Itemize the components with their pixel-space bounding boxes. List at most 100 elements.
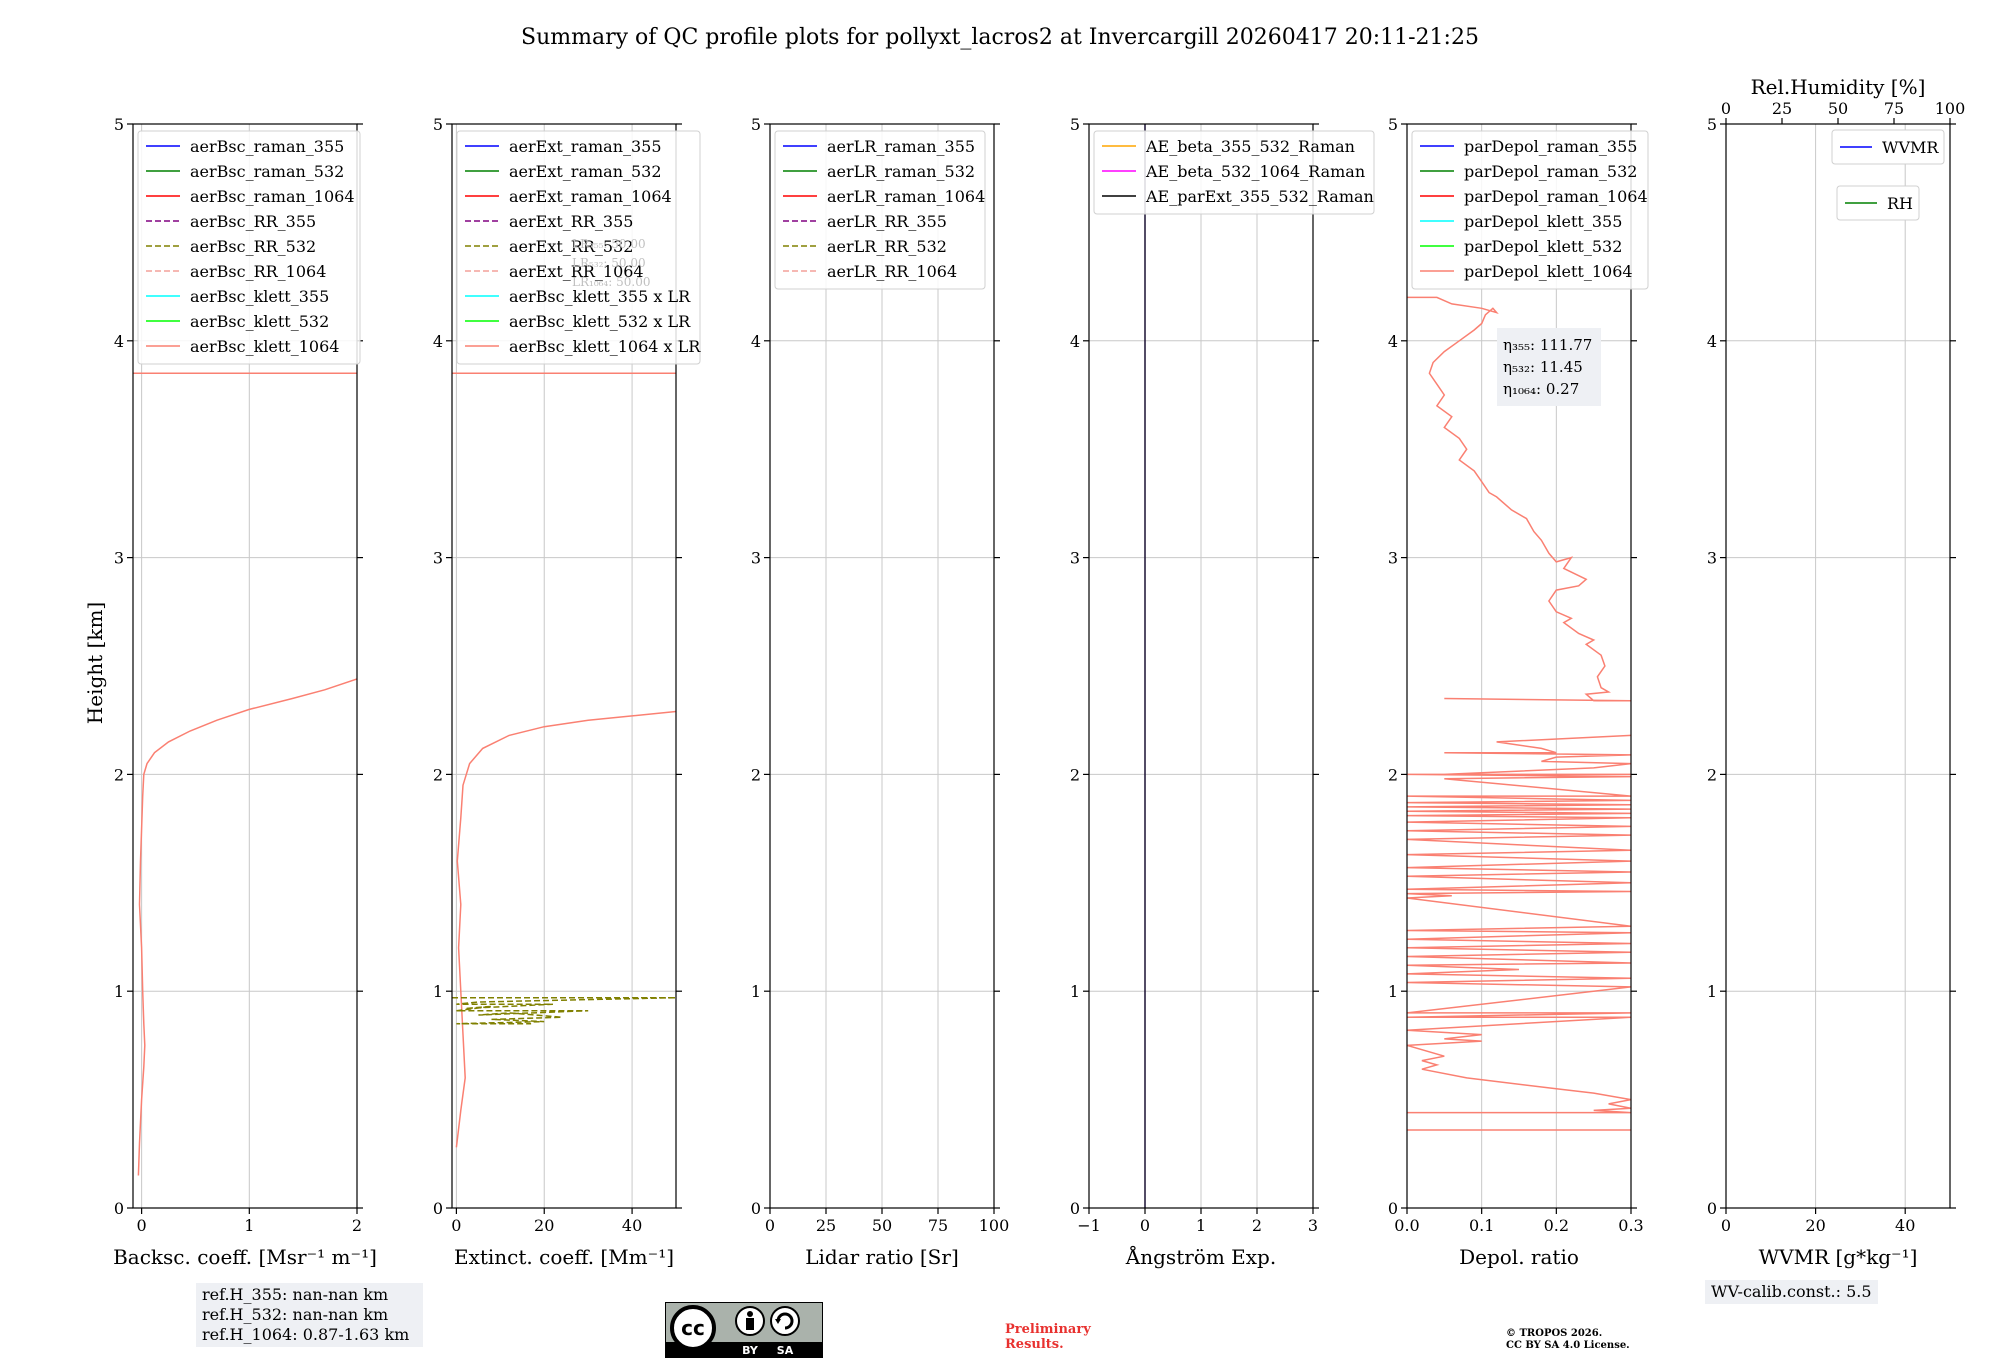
legend-label: aerLR_raman_1064	[827, 187, 985, 206]
y-tick-label: 2	[114, 765, 124, 784]
preliminary-results-note: Preliminary Results.	[1005, 1322, 1091, 1352]
x-axis-label: Depol. ratio	[1459, 1245, 1579, 1269]
legend-label: aerExt_raman_1064	[509, 187, 672, 206]
panels: 0 1 2 0 1 2 3 4 5 Backsc. coeff. [Msr⁻¹ m⁻¹] aerBs…	[113, 75, 1965, 1269]
copyright-line-1: © TROPOS 2026.	[1506, 1328, 1603, 1339]
legend-label: aerExt_raman_355	[509, 137, 662, 156]
x-tick-label: 0	[451, 1216, 461, 1235]
y-tick-label: 5	[1070, 115, 1080, 134]
series-line-0	[137, 678, 357, 1176]
cc-by-sa-badge: cc BY SA	[665, 1302, 823, 1358]
legend-label: aerBsc_klett_532 x LR	[509, 312, 691, 331]
cc-circle-icon	[670, 1305, 716, 1351]
legend-label: aerBsc_raman_355	[190, 137, 344, 156]
axes-frame	[1406, 123, 1632, 1209]
x-tick-label: 0	[1140, 1216, 1150, 1235]
panel-lr: 0 25 50 75 100 0 1 2 3 4 5 Lidar ratio [Sr] aerLR_ra…	[751, 115, 1009, 1269]
copyright-line-2: CC BY SA 4.0 License.	[1506, 1340, 1630, 1351]
legend-label: aerLR_RR_355	[827, 212, 947, 231]
panel-ext: 0 20 40 0 1 2 3 4 5 Extinct. coeff. [Mm⁻¹] aerExt_…	[433, 115, 701, 1269]
x-tick-label: −1	[1077, 1216, 1101, 1235]
legend-label: aerBsc_klett_1064 x LR	[509, 337, 701, 356]
x-tick-label: 0	[1721, 1216, 1731, 1235]
legend-label: aerBsc_RR_355	[190, 212, 316, 231]
panel-wv: 0 20 40 0 1 2 3 4 5 WVMR [g*kg⁻¹] 0 25 50 75 100 Rel.Hu…	[1707, 75, 1965, 1269]
x-tick-label: 0	[765, 1216, 775, 1235]
legend-box	[774, 130, 986, 290]
y-tick-label: 0	[751, 1199, 761, 1218]
legend-label: aerBsc_RR_532	[190, 237, 316, 256]
legend-box	[1411, 130, 1649, 290]
legend-label: aerLR_RR_1064	[827, 262, 957, 281]
top-x-tick-label: 50	[1828, 99, 1848, 118]
x-axis-label: Backsc. coeff. [Msr⁻¹ m⁻¹]	[113, 1245, 377, 1269]
reference-height-box: ref.H_355: nan-nan km ref.H_532: nan-nan…	[196, 1283, 423, 1347]
y-tick-label: 2	[1070, 765, 1080, 784]
legend-label: AE_parExt_355_532_Raman	[1145, 187, 1374, 206]
wv-calibration-box: WV-calib.const.: 5.5	[1705, 1280, 1878, 1304]
y-tick-label: 3	[433, 549, 443, 568]
share-alike-icon	[770, 1306, 800, 1336]
legend-label: aerBsc_RR_1064	[190, 262, 326, 281]
lidar-ratio-annotation: LR₅₃₂: 50.00	[572, 256, 646, 270]
y-tick-label: 0	[1707, 1199, 1717, 1218]
y-tick-label: 2	[1388, 765, 1398, 784]
y-tick-label: 0	[1070, 1199, 1080, 1218]
y-tick-label: 1	[1388, 982, 1398, 1001]
legend-label: aerBsc_raman_1064	[190, 187, 355, 206]
legend-label: AE_beta_355_532_Raman	[1145, 137, 1355, 156]
copyright-note: © TROPOS 2026. CC BY SA 4.0 License.	[1506, 1328, 1630, 1352]
x-axis-label: WVMR [g*kg⁻¹]	[1759, 1245, 1918, 1269]
legend-label: AE_beta_532_1064_Raman	[1145, 162, 1365, 181]
x-tick-label: 0.1	[1469, 1216, 1494, 1235]
x-tick-label: 0.3	[1618, 1216, 1643, 1235]
axes-frame	[1725, 123, 1951, 1209]
by-label: BY	[742, 1344, 759, 1357]
legend-label: parDepol_raman_532	[1464, 162, 1637, 181]
y-tick-label: 3	[114, 549, 124, 568]
y-tick-label: 5	[751, 115, 761, 134]
axes-frame	[451, 123, 677, 1209]
y-tick-label: 5	[1707, 115, 1717, 134]
x-axis-label: Ångström Exp.	[1125, 1244, 1276, 1269]
legend-label: aerBsc_klett_1064	[190, 337, 339, 356]
calibration-annotation: η₁₀₆₄: 0.27	[1503, 380, 1579, 398]
x-tick-label: 2	[1252, 1216, 1262, 1235]
legend-box	[1093, 130, 1375, 215]
legend-label: aerBsc_raman_532	[190, 162, 344, 181]
y-tick-label: 4	[751, 332, 761, 351]
legend-box	[1836, 185, 1920, 221]
y-axis-label: Height [km]	[83, 602, 107, 724]
top-x-tick-label: 25	[1772, 99, 1792, 118]
legend-box	[456, 130, 701, 365]
y-tick-label: 3	[1070, 549, 1080, 568]
lidar-ratio-annotation: LR₁₀₆₄: 50.00	[572, 275, 650, 289]
legend-label: aerLR_RR_532	[827, 237, 947, 256]
x-axis-label: Lidar ratio [Sr]	[805, 1245, 959, 1269]
y-tick-label: 0	[433, 1199, 443, 1218]
series-line-0	[1407, 296, 1631, 702]
x-tick-label: 2	[352, 1216, 362, 1235]
x-tick-label: 50	[872, 1216, 892, 1235]
y-tick-label: 5	[433, 115, 443, 134]
x-tick-label: 40	[1895, 1216, 1915, 1235]
legend-label: aerBsc_klett_355	[190, 287, 329, 306]
top-axis-label: Rel.Humidity [%]	[1751, 75, 1926, 99]
legend-label: aerLR_raman_355	[827, 137, 975, 156]
y-tick-label: 1	[751, 982, 761, 1001]
calibration-annotation: η₅₃₂: 11.45	[1503, 358, 1583, 376]
series-line-1	[1407, 734, 1631, 1114]
series-line-0	[455, 710, 676, 1148]
ref-line-355: ref.H_355: nan-nan km	[202, 1285, 389, 1304]
legend-label: parDepol_klett_355	[1464, 212, 1622, 231]
cc-text: cc	[681, 1316, 705, 1340]
sa-label: SA	[777, 1344, 794, 1357]
legend-label: parDepol_raman_355	[1464, 137, 1637, 156]
annotation-box	[1497, 328, 1601, 406]
x-tick-label: 1	[1196, 1216, 1206, 1235]
x-tick-label: 25	[816, 1216, 836, 1235]
legend-label: WVMR	[1882, 138, 1939, 157]
series-group	[452, 372, 676, 1148]
legend-box	[137, 130, 361, 365]
